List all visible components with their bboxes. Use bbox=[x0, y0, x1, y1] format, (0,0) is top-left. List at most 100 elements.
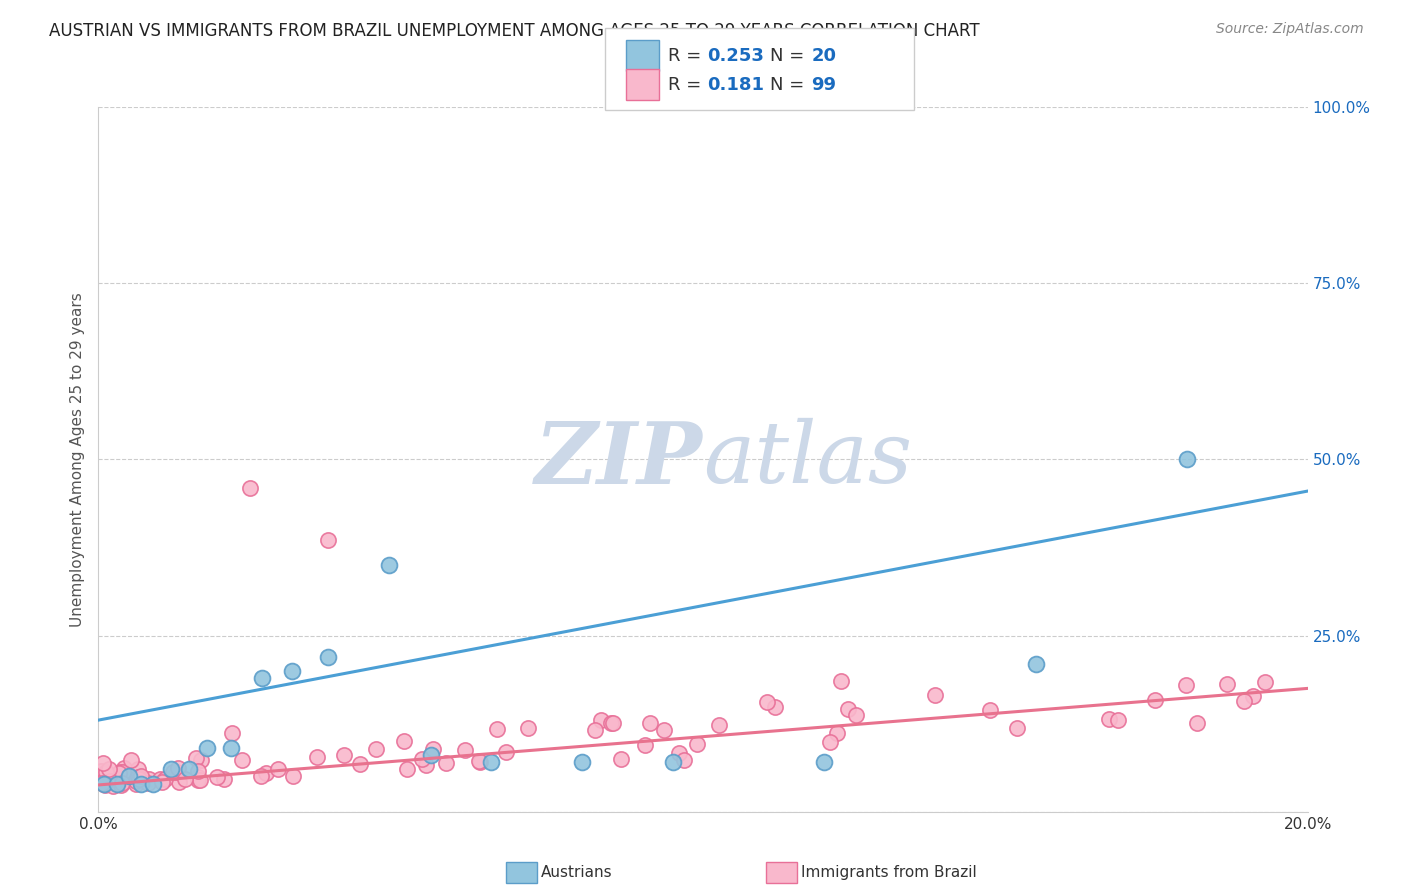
Point bbox=[332, 748, 354, 763]
Point bbox=[127, 762, 149, 776]
Point bbox=[1175, 678, 1198, 692]
Text: atlas: atlas bbox=[703, 418, 912, 500]
Y-axis label: Unemployment Among Ages 25 to 29 years: Unemployment Among Ages 25 to 29 years bbox=[70, 292, 86, 627]
Point bbox=[634, 738, 657, 752]
Point bbox=[830, 674, 852, 689]
Point bbox=[150, 775, 173, 789]
Point bbox=[129, 769, 152, 783]
Point bbox=[837, 702, 859, 716]
Point bbox=[1185, 716, 1208, 731]
Point bbox=[610, 752, 633, 766]
Point bbox=[120, 753, 142, 767]
Point bbox=[136, 776, 159, 790]
Point bbox=[93, 776, 115, 790]
Point bbox=[392, 734, 415, 748]
Point bbox=[153, 772, 176, 787]
Point bbox=[105, 776, 128, 790]
Point bbox=[1241, 690, 1264, 704]
Point bbox=[673, 753, 696, 767]
Point bbox=[101, 779, 124, 793]
Point bbox=[1107, 713, 1129, 727]
Text: R =: R = bbox=[668, 76, 707, 94]
Point bbox=[411, 752, 433, 766]
Point bbox=[377, 558, 399, 573]
Point bbox=[212, 772, 235, 787]
Point bbox=[454, 743, 477, 757]
Text: 20: 20 bbox=[811, 46, 837, 64]
Point bbox=[184, 751, 207, 765]
Text: AUSTRIAN VS IMMIGRANTS FROM BRAZIL UNEMPLOYMENT AMONG AGES 25 TO 29 YEARS CORREL: AUSTRIAN VS IMMIGRANTS FROM BRAZIL UNEMP… bbox=[49, 22, 980, 40]
Text: N =: N = bbox=[770, 76, 810, 94]
Point bbox=[316, 533, 339, 548]
Point bbox=[160, 763, 183, 777]
Point bbox=[166, 764, 188, 779]
Point bbox=[111, 776, 134, 790]
Point bbox=[825, 725, 848, 739]
Point bbox=[125, 776, 148, 790]
Point bbox=[149, 772, 172, 786]
Point bbox=[1254, 674, 1277, 689]
Point bbox=[1216, 677, 1239, 691]
Point bbox=[364, 742, 387, 756]
Point bbox=[221, 741, 243, 756]
Point bbox=[1097, 712, 1119, 726]
Point bbox=[187, 773, 209, 788]
Point bbox=[1233, 694, 1256, 708]
Point bbox=[281, 664, 304, 678]
Point bbox=[111, 764, 134, 779]
Point bbox=[1024, 657, 1046, 671]
Point bbox=[187, 770, 209, 784]
Point bbox=[422, 742, 444, 756]
Point bbox=[169, 774, 191, 789]
Point bbox=[97, 762, 120, 776]
Point bbox=[128, 772, 150, 786]
Point bbox=[162, 765, 184, 780]
Point bbox=[93, 772, 115, 787]
Text: 99: 99 bbox=[811, 76, 837, 94]
Text: R =: R = bbox=[668, 46, 707, 64]
Point bbox=[91, 776, 114, 790]
Point bbox=[90, 764, 112, 779]
Point bbox=[105, 775, 128, 789]
Point bbox=[267, 763, 290, 777]
Point bbox=[486, 722, 509, 736]
Point bbox=[434, 756, 457, 771]
Point bbox=[94, 764, 117, 779]
Point bbox=[281, 769, 304, 783]
Point bbox=[763, 699, 786, 714]
Point bbox=[668, 746, 690, 760]
Point bbox=[709, 718, 731, 732]
Point bbox=[599, 716, 621, 731]
Point bbox=[468, 756, 491, 770]
Point bbox=[1005, 721, 1028, 735]
Point bbox=[142, 776, 165, 790]
Text: 0.253: 0.253 bbox=[707, 46, 763, 64]
Point bbox=[112, 761, 135, 775]
Point bbox=[583, 723, 606, 738]
Point bbox=[307, 750, 329, 764]
Point bbox=[105, 771, 128, 785]
Point bbox=[662, 756, 685, 770]
Text: Austrians: Austrians bbox=[541, 865, 613, 880]
Point bbox=[516, 721, 538, 735]
Point bbox=[250, 671, 273, 685]
Point bbox=[107, 765, 129, 780]
Point bbox=[239, 481, 262, 495]
Point bbox=[195, 741, 218, 756]
Point bbox=[924, 688, 946, 702]
Point bbox=[420, 748, 443, 763]
Point bbox=[94, 778, 117, 792]
Point bbox=[249, 769, 271, 783]
Point bbox=[316, 649, 339, 664]
Point bbox=[221, 726, 243, 740]
Point bbox=[93, 756, 115, 771]
Text: N =: N = bbox=[770, 46, 810, 64]
Point bbox=[844, 708, 866, 723]
Point bbox=[813, 756, 835, 770]
Text: Immigrants from Brazil: Immigrants from Brazil bbox=[801, 865, 977, 880]
Point bbox=[589, 714, 612, 728]
Point bbox=[602, 715, 624, 730]
Point bbox=[138, 772, 160, 786]
Point bbox=[481, 756, 503, 770]
Point bbox=[110, 764, 132, 779]
